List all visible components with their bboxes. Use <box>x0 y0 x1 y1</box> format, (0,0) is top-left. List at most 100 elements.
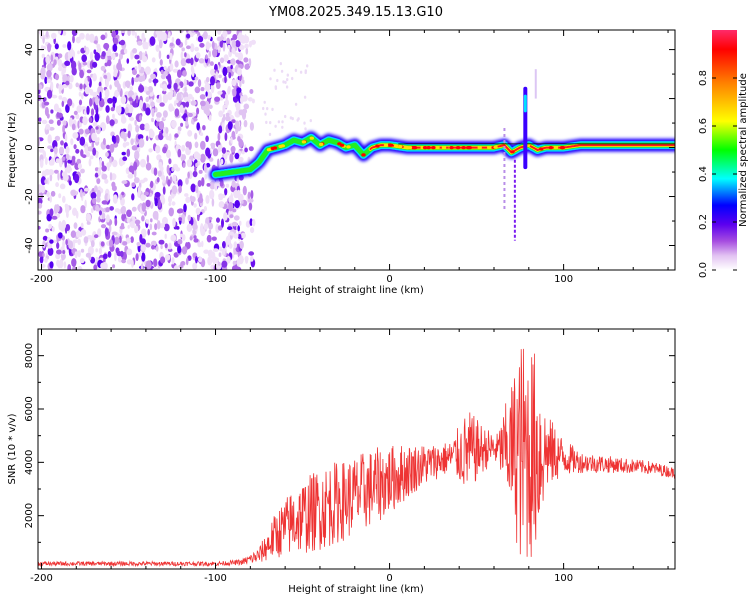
noise-speckle <box>44 179 48 185</box>
noise-speckle <box>227 226 233 231</box>
noise-speckle <box>46 79 52 83</box>
noise-speckle <box>276 78 279 83</box>
noise-speckle <box>204 82 211 92</box>
y-tick-label: 4000 <box>24 450 35 475</box>
noise-speckle <box>140 263 144 270</box>
noise-speckle <box>190 57 194 66</box>
noise-speckle <box>135 95 139 104</box>
noise-speckle <box>55 204 60 213</box>
noise-speckle <box>104 62 109 67</box>
ridge-hotspot <box>422 146 428 150</box>
noise-speckle <box>105 115 110 125</box>
noise-speckle <box>242 185 247 196</box>
noise-speckle <box>192 223 198 230</box>
noise-speckle <box>64 133 68 142</box>
noise-speckle <box>237 225 240 232</box>
noise-speckle <box>274 86 278 90</box>
noise-speckle <box>245 47 249 55</box>
noise-speckle <box>266 107 269 111</box>
noise-speckle <box>210 68 216 76</box>
noise-speckle <box>160 73 166 80</box>
noise-speckle <box>156 220 161 230</box>
noise-speckle <box>197 196 204 204</box>
noise-speckles <box>38 30 312 270</box>
noise-speckle <box>77 265 83 270</box>
noise-speckle <box>202 125 206 131</box>
noise-speckle <box>164 243 168 249</box>
noise-speckle <box>147 228 150 236</box>
noise-speckle <box>271 107 274 111</box>
noise-speckle <box>174 60 179 68</box>
noise-speckle <box>76 105 82 113</box>
noise-speckle <box>240 232 246 239</box>
noise-speckle <box>56 242 60 250</box>
noise-speckle <box>151 117 154 123</box>
noise-speckle <box>186 241 191 250</box>
noise-speckle <box>79 122 82 128</box>
noise-speckle <box>162 186 166 195</box>
noise-speckle <box>154 197 158 207</box>
noise-speckle <box>58 84 64 91</box>
noise-speckle <box>171 167 175 172</box>
noise-speckle <box>165 254 171 261</box>
noise-speckle <box>166 54 170 59</box>
noise-speckle <box>75 113 80 120</box>
noise-speckle <box>57 30 62 35</box>
noise-speckle <box>217 132 221 142</box>
noise-speckle <box>119 39 126 46</box>
noise-speckle <box>121 206 126 211</box>
noise-speckle <box>50 54 54 62</box>
noise-speckle <box>47 134 52 144</box>
noise-speckle <box>158 133 164 141</box>
noise-speckle <box>40 184 46 194</box>
noise-speckle <box>80 222 84 229</box>
noise-speckle <box>203 249 210 254</box>
noise-speckle <box>222 30 228 38</box>
noise-speckle <box>172 217 176 228</box>
noise-speckle <box>77 250 81 258</box>
noise-speckle <box>62 250 66 254</box>
noise-speckle <box>80 205 86 214</box>
noise-speckle <box>177 69 182 78</box>
noise-speckle <box>126 209 132 218</box>
noise-speckle <box>220 158 224 165</box>
noise-speckle <box>181 246 188 255</box>
noise-speckle <box>134 31 137 39</box>
noise-speckle <box>71 123 76 131</box>
noise-speckle <box>125 237 131 244</box>
x-tick-label: -200 <box>30 274 53 285</box>
noise-speckle <box>168 31 171 39</box>
noise-speckle <box>167 248 173 252</box>
noise-speckle <box>39 159 44 169</box>
noise-speckle <box>65 153 70 160</box>
noise-speckle <box>294 68 298 72</box>
noise-speckle <box>187 130 193 137</box>
noise-speckle <box>81 92 84 100</box>
noise-speckle <box>232 34 238 41</box>
noise-speckle <box>84 199 87 209</box>
noise-speckle <box>104 96 109 104</box>
noise-speckle <box>175 167 181 172</box>
noise-speckle <box>247 198 254 203</box>
noise-speckle <box>63 261 67 269</box>
noise-speckle <box>48 169 54 176</box>
noise-speckle <box>89 155 94 160</box>
noise-speckle <box>269 121 272 125</box>
noise-speckle <box>195 256 198 264</box>
noise-speckle <box>112 113 115 119</box>
noise-speckle <box>134 66 138 70</box>
noise-speckle <box>203 206 207 212</box>
noise-speckle <box>168 195 172 204</box>
noise-speckle <box>237 32 243 42</box>
noise-speckle <box>124 106 129 114</box>
spectrogram-ylabel: Frequency (Hz) <box>7 112 18 188</box>
noise-speckle <box>49 173 53 182</box>
noise-speckle <box>56 119 61 126</box>
noise-speckle <box>210 142 216 147</box>
noise-speckle <box>120 116 127 124</box>
noise-speckle <box>70 138 74 146</box>
noise-speckle <box>104 88 110 98</box>
noise-speckle <box>218 201 225 208</box>
noise-speckle <box>170 89 174 96</box>
